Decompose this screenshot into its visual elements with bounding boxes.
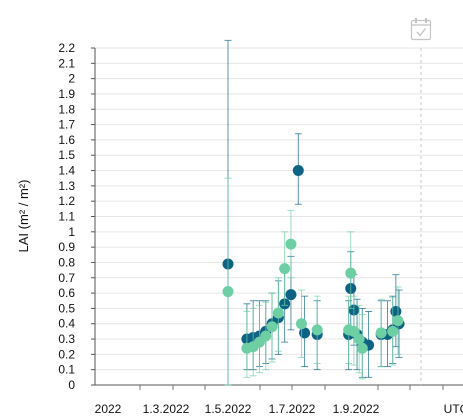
y-tick-label: 1.8 [58,102,75,116]
data-point [279,263,291,275]
y-tick-label: 2.2 [58,41,75,55]
y-axis-label: LAI (m² / m²) [16,180,31,253]
data-point [356,342,368,354]
data-point [392,315,404,327]
data-point [292,165,304,177]
data-point [311,324,323,336]
x-tick-label: 1.3.2022 [143,402,190,416]
data-point [390,305,402,317]
grid-lines [95,47,463,371]
data-point [272,307,284,319]
y-tick-label: 0.5 [58,301,75,315]
y-tick-label: 1.7 [58,118,75,132]
data-series [222,39,405,386]
data-point [375,327,387,339]
x-tick-label: 2022 [95,402,122,416]
y-tick-label: 0.6 [58,286,75,300]
y-tick-label: 2 [68,72,75,86]
y-tick-label: 1.3 [58,179,75,193]
y-tick-label: 0.1 [58,363,75,377]
y-tick-label: 0.4 [58,317,75,331]
y-tick-label: 1.5 [58,148,75,162]
data-point [348,325,360,337]
data-point [295,318,307,330]
data-point [285,238,297,250]
y-tick-label: 0.2 [58,347,75,361]
y-tick-label: 0.8 [58,255,75,269]
data-point [260,330,272,342]
y-tick-label: 0.9 [58,240,75,254]
y-ticks: 00.10.20.30.40.50.60.70.80.911.11.21.31.… [58,41,95,392]
y-tick-label: 1 [68,225,75,239]
data-point [285,289,297,301]
y-tick-label: 1.1 [58,210,75,224]
series-2 [222,177,404,386]
data-point [345,267,357,279]
x-tick-label: 1.9.2022 [333,402,380,416]
calendar-check-icon[interactable] [410,17,432,41]
y-tick-label: 2.1 [58,56,75,70]
data-point [353,333,365,345]
data-point [387,325,399,337]
y-tick-label: 0.7 [58,271,75,285]
data-point [222,286,234,298]
x-ticks: 2022 1.3.2022 1.5.2022 1.7.2022 1.9.2022 UTC [95,385,463,416]
y-tick-label: 0 [68,378,75,392]
x-tick-label: 1.5.2022 [205,402,252,416]
y-tick-label: 1.9 [58,87,75,101]
y-tick-label: 0.3 [58,332,75,346]
data-point [266,321,278,333]
x-tick-label: 1.7.2022 [269,402,316,416]
x-tick-label: UTC [444,402,463,416]
y-tick-label: 1.4 [58,164,75,178]
y-tick-label: 1.2 [58,194,75,208]
y-tick-label: 1.6 [58,133,75,147]
